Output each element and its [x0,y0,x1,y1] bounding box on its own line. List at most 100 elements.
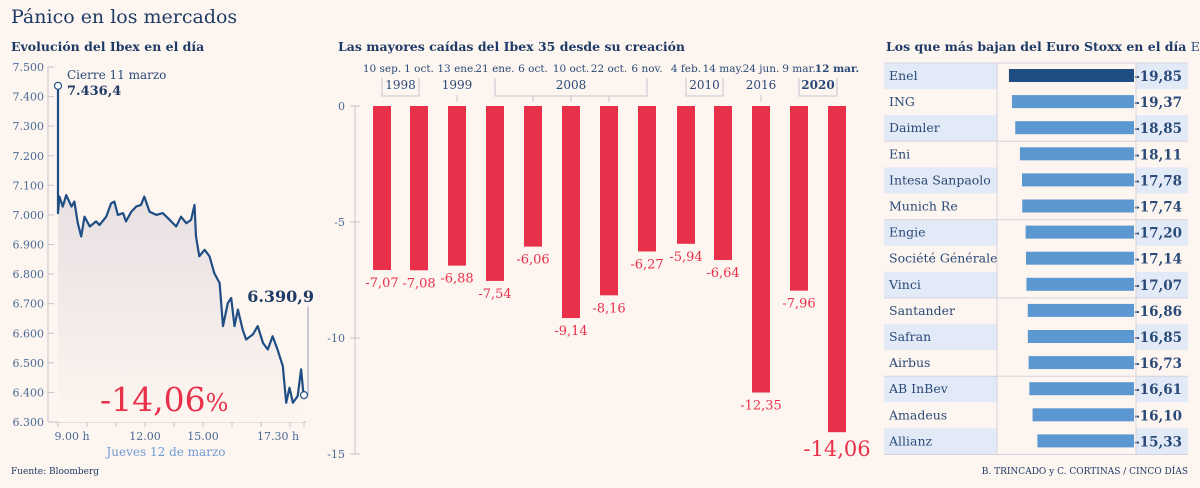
company-bar [1028,356,1134,370]
company-name: Amadeus [888,407,947,422]
company-bar [1021,173,1134,187]
company-bar [1019,147,1134,161]
company-name: AB InBev [888,381,949,396]
y-tick-label: -5 [334,216,345,229]
company-name: Allianz [888,433,933,448]
year-label: 2010 [689,78,720,92]
bar-value-label: -6,06 [516,253,549,268]
bar [524,106,542,247]
bar-category-label: 13 ene. [437,63,476,75]
eurostoxx-title-text: Los que más bajan del Euro Stoxx en el d… [886,39,1187,54]
bar-category-label: 21 ene. [475,63,514,75]
row-bg-name [884,376,997,403]
company-bar [1037,434,1134,448]
company-bar [1015,121,1134,135]
change-unit: % [206,389,229,417]
bar [373,106,391,271]
company-value: -17,14 [1134,252,1182,268]
company-value: -18,85 [1134,121,1182,137]
year-label: 2020 [801,78,834,92]
company-value: -19,37 [1134,95,1182,111]
y-tick-label: 6.900 [13,239,45,252]
bar-category-label: 12 mar. [815,63,859,75]
close-marker [299,391,309,400]
y-tick-label: 6.400 [13,386,45,399]
row-bg-name [884,167,997,194]
row-bg-value [1136,167,1188,194]
bar-category-label: 4 feb. [671,63,701,75]
row-bg-value [1136,115,1188,142]
bar-value-label: -7,07 [365,276,398,291]
bar [638,106,656,252]
bar-category-label: 10 oct. [553,63,589,75]
y-tick-label: 6.500 [13,357,45,370]
bar [600,106,618,296]
bar-value-label: -6,27 [630,257,663,272]
company-bar [1027,303,1134,317]
bar [486,106,504,281]
company-value: -18,11 [1134,147,1182,163]
company-name: Intesa Sanpaolo [889,172,991,187]
company-value: -17,78 [1134,173,1182,189]
company-value: -16,10 [1134,408,1182,424]
company-bar [1022,199,1134,213]
bar-category-label: 24 jun. [743,63,780,75]
y-tick-label: 7.400 [13,91,45,104]
row-bg-name [884,219,997,246]
company-name: Daimler [889,120,940,135]
year-label: 1998 [385,78,416,92]
previous-close-label: Cierre 11 marzo [67,68,166,82]
x-tick-label: 15.00 [187,430,219,443]
company-name: Vinci [888,277,921,292]
change-value: -14,06 [100,380,206,419]
bar [562,106,580,319]
company-bar [1026,277,1134,291]
bar-value-label: -9,14 [554,324,587,339]
bar-category-label: 10 sep. [363,63,401,75]
y-tick-label: -10 [327,332,345,345]
company-value: -16,73 [1134,356,1182,372]
row-bg-name [884,271,997,298]
bar-value-label: -14,06 [803,437,870,461]
row-bg-name [884,324,997,351]
y-tick-label: 7.000 [13,209,45,222]
bar-value-label: -8,16 [592,301,625,316]
year-bracket [798,78,838,97]
company-name: Engie [889,225,926,240]
company-name: Santander [889,303,955,318]
bar-value-label: -5,94 [669,250,702,265]
y-tick-label: 7.500 [13,61,45,74]
y-tick-label: -15 [327,448,345,461]
company-value: -15,33 [1134,434,1182,450]
bar-value-label: -6,88 [440,272,473,287]
y-tick-label: 7.300 [13,120,45,133]
change-percent: -14,06% [100,380,228,419]
row-bg-value [1136,324,1188,351]
y-tick-label: 6.800 [13,268,45,281]
row-bg-value [1136,271,1188,298]
y-tick-label: 0 [338,100,345,113]
credit: B. TRINCADO y C. CORTINAS / CINCO DÍAS [981,467,1188,477]
row-bg-name [884,115,997,142]
bar [448,106,466,266]
bar [410,106,428,271]
x-tick-label: 9.00 h [54,430,89,443]
year-bracket [685,78,724,97]
bar-category-label: 6 oct. [518,63,548,75]
y-tick-label: 7.200 [13,150,45,163]
company-value: -19,85 [1134,69,1182,85]
close-value: 6.390,9 [247,287,314,306]
previous-close-value: 7.436,4 [67,84,121,99]
x-tick-label: 17.30 h [257,430,299,443]
bar-value-label: -7,08 [402,276,435,291]
bar-value-label: -7,96 [782,297,815,312]
company-value: -17,07 [1134,278,1182,294]
bar-category-label: 22 oct. [591,63,627,75]
company-value: -17,20 [1134,226,1182,242]
company-bar [1029,382,1134,396]
ibex-line [56,85,305,404]
bar [752,106,770,393]
row-bg-name [884,428,997,455]
y-tick-label: 6.600 [13,327,45,340]
